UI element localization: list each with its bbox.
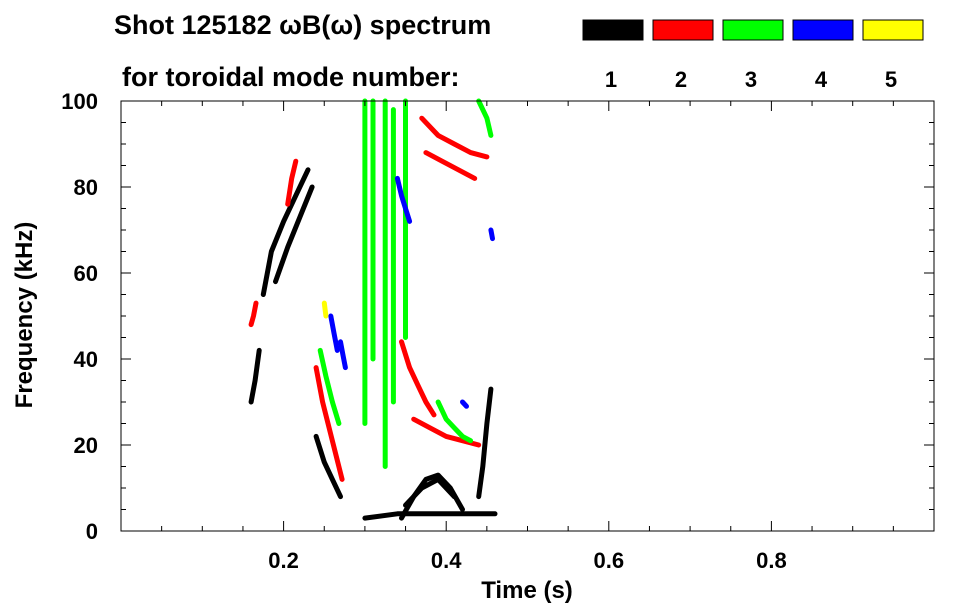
mode-2-segment-3 bbox=[313, 365, 345, 482]
x-tick-label: 0.4 bbox=[431, 548, 462, 573]
mode-3-segment-1 bbox=[317, 347, 342, 426]
mode-1-segment-5 bbox=[362, 511, 498, 521]
mode-3-segment-8 bbox=[476, 98, 494, 138]
mode-4-segment-2 bbox=[328, 313, 340, 353]
legend-swatch-mode-4 bbox=[792, 19, 854, 41]
mode-2-segment-2 bbox=[285, 158, 299, 207]
legend-label-mode-4: 4 bbox=[815, 67, 828, 92]
mode-2-segment-7 bbox=[423, 150, 478, 181]
y-tick-label: 60 bbox=[74, 261, 98, 286]
legend: 1 2 3 4 5 bbox=[582, 19, 924, 92]
mode-2-segment-5 bbox=[411, 416, 482, 448]
mode-2-segment-6 bbox=[419, 115, 490, 160]
y-tick-label: 0 bbox=[86, 519, 98, 544]
y-tick-label: 20 bbox=[74, 433, 98, 458]
legend-label-mode-1: 1 bbox=[605, 67, 617, 92]
legend-label-mode-2: 2 bbox=[675, 67, 687, 92]
x-tick-label: 0.6 bbox=[594, 548, 625, 573]
axis-ticks bbox=[121, 100, 935, 532]
mode-4-segment-3 bbox=[338, 339, 348, 371]
mode-1-segment-2 bbox=[260, 167, 311, 297]
x-tick-labels: 0.2 0.4 0.6 0.8 bbox=[268, 548, 786, 573]
y-tick-label: 80 bbox=[74, 175, 98, 200]
mode-1-segment-8 bbox=[476, 386, 494, 500]
mode-2-segment-1 bbox=[248, 300, 259, 328]
x-axis-label: Time (s) bbox=[481, 577, 573, 604]
legend-label-mode-3: 3 bbox=[745, 67, 757, 92]
mode-4-segment-5 bbox=[488, 227, 495, 242]
legend-swatch-mode-3 bbox=[722, 19, 784, 41]
mode-1-segment-4 bbox=[313, 433, 343, 500]
mode-1-segment-7 bbox=[403, 476, 457, 508]
chart-title: Shot 125182 ωB(ω) spectrum bbox=[114, 10, 491, 40]
legend-label-mode-5: 5 bbox=[885, 67, 897, 92]
plot-frame bbox=[120, 100, 935, 532]
legend-swatch-mode-5 bbox=[862, 19, 924, 41]
mode-4-segment-4 bbox=[460, 399, 469, 409]
chart-subtitle: for toroidal mode number: bbox=[122, 62, 460, 92]
mode-5-segment-1 bbox=[321, 300, 329, 319]
x-tick-label: 0.2 bbox=[268, 548, 299, 573]
legend-swatch-mode-1 bbox=[582, 19, 644, 41]
y-tick-label: 100 bbox=[61, 89, 98, 114]
y-tick-labels: 0 20 40 60 80 100 bbox=[61, 89, 98, 544]
plot-area bbox=[248, 98, 498, 521]
x-tick-label: 0.8 bbox=[756, 548, 787, 573]
legend-swatch-mode-2 bbox=[652, 19, 714, 41]
y-axis-label: Frequency (kHz) bbox=[11, 222, 38, 409]
y-tick-label: 40 bbox=[74, 347, 98, 372]
mode-1-segment-1 bbox=[248, 347, 262, 405]
mode-3-segment-7 bbox=[435, 399, 474, 444]
mode-1-segment-3 bbox=[273, 184, 315, 285]
mode-4-segment-1 bbox=[394, 175, 413, 224]
mode-2-segment-4 bbox=[399, 339, 437, 418]
